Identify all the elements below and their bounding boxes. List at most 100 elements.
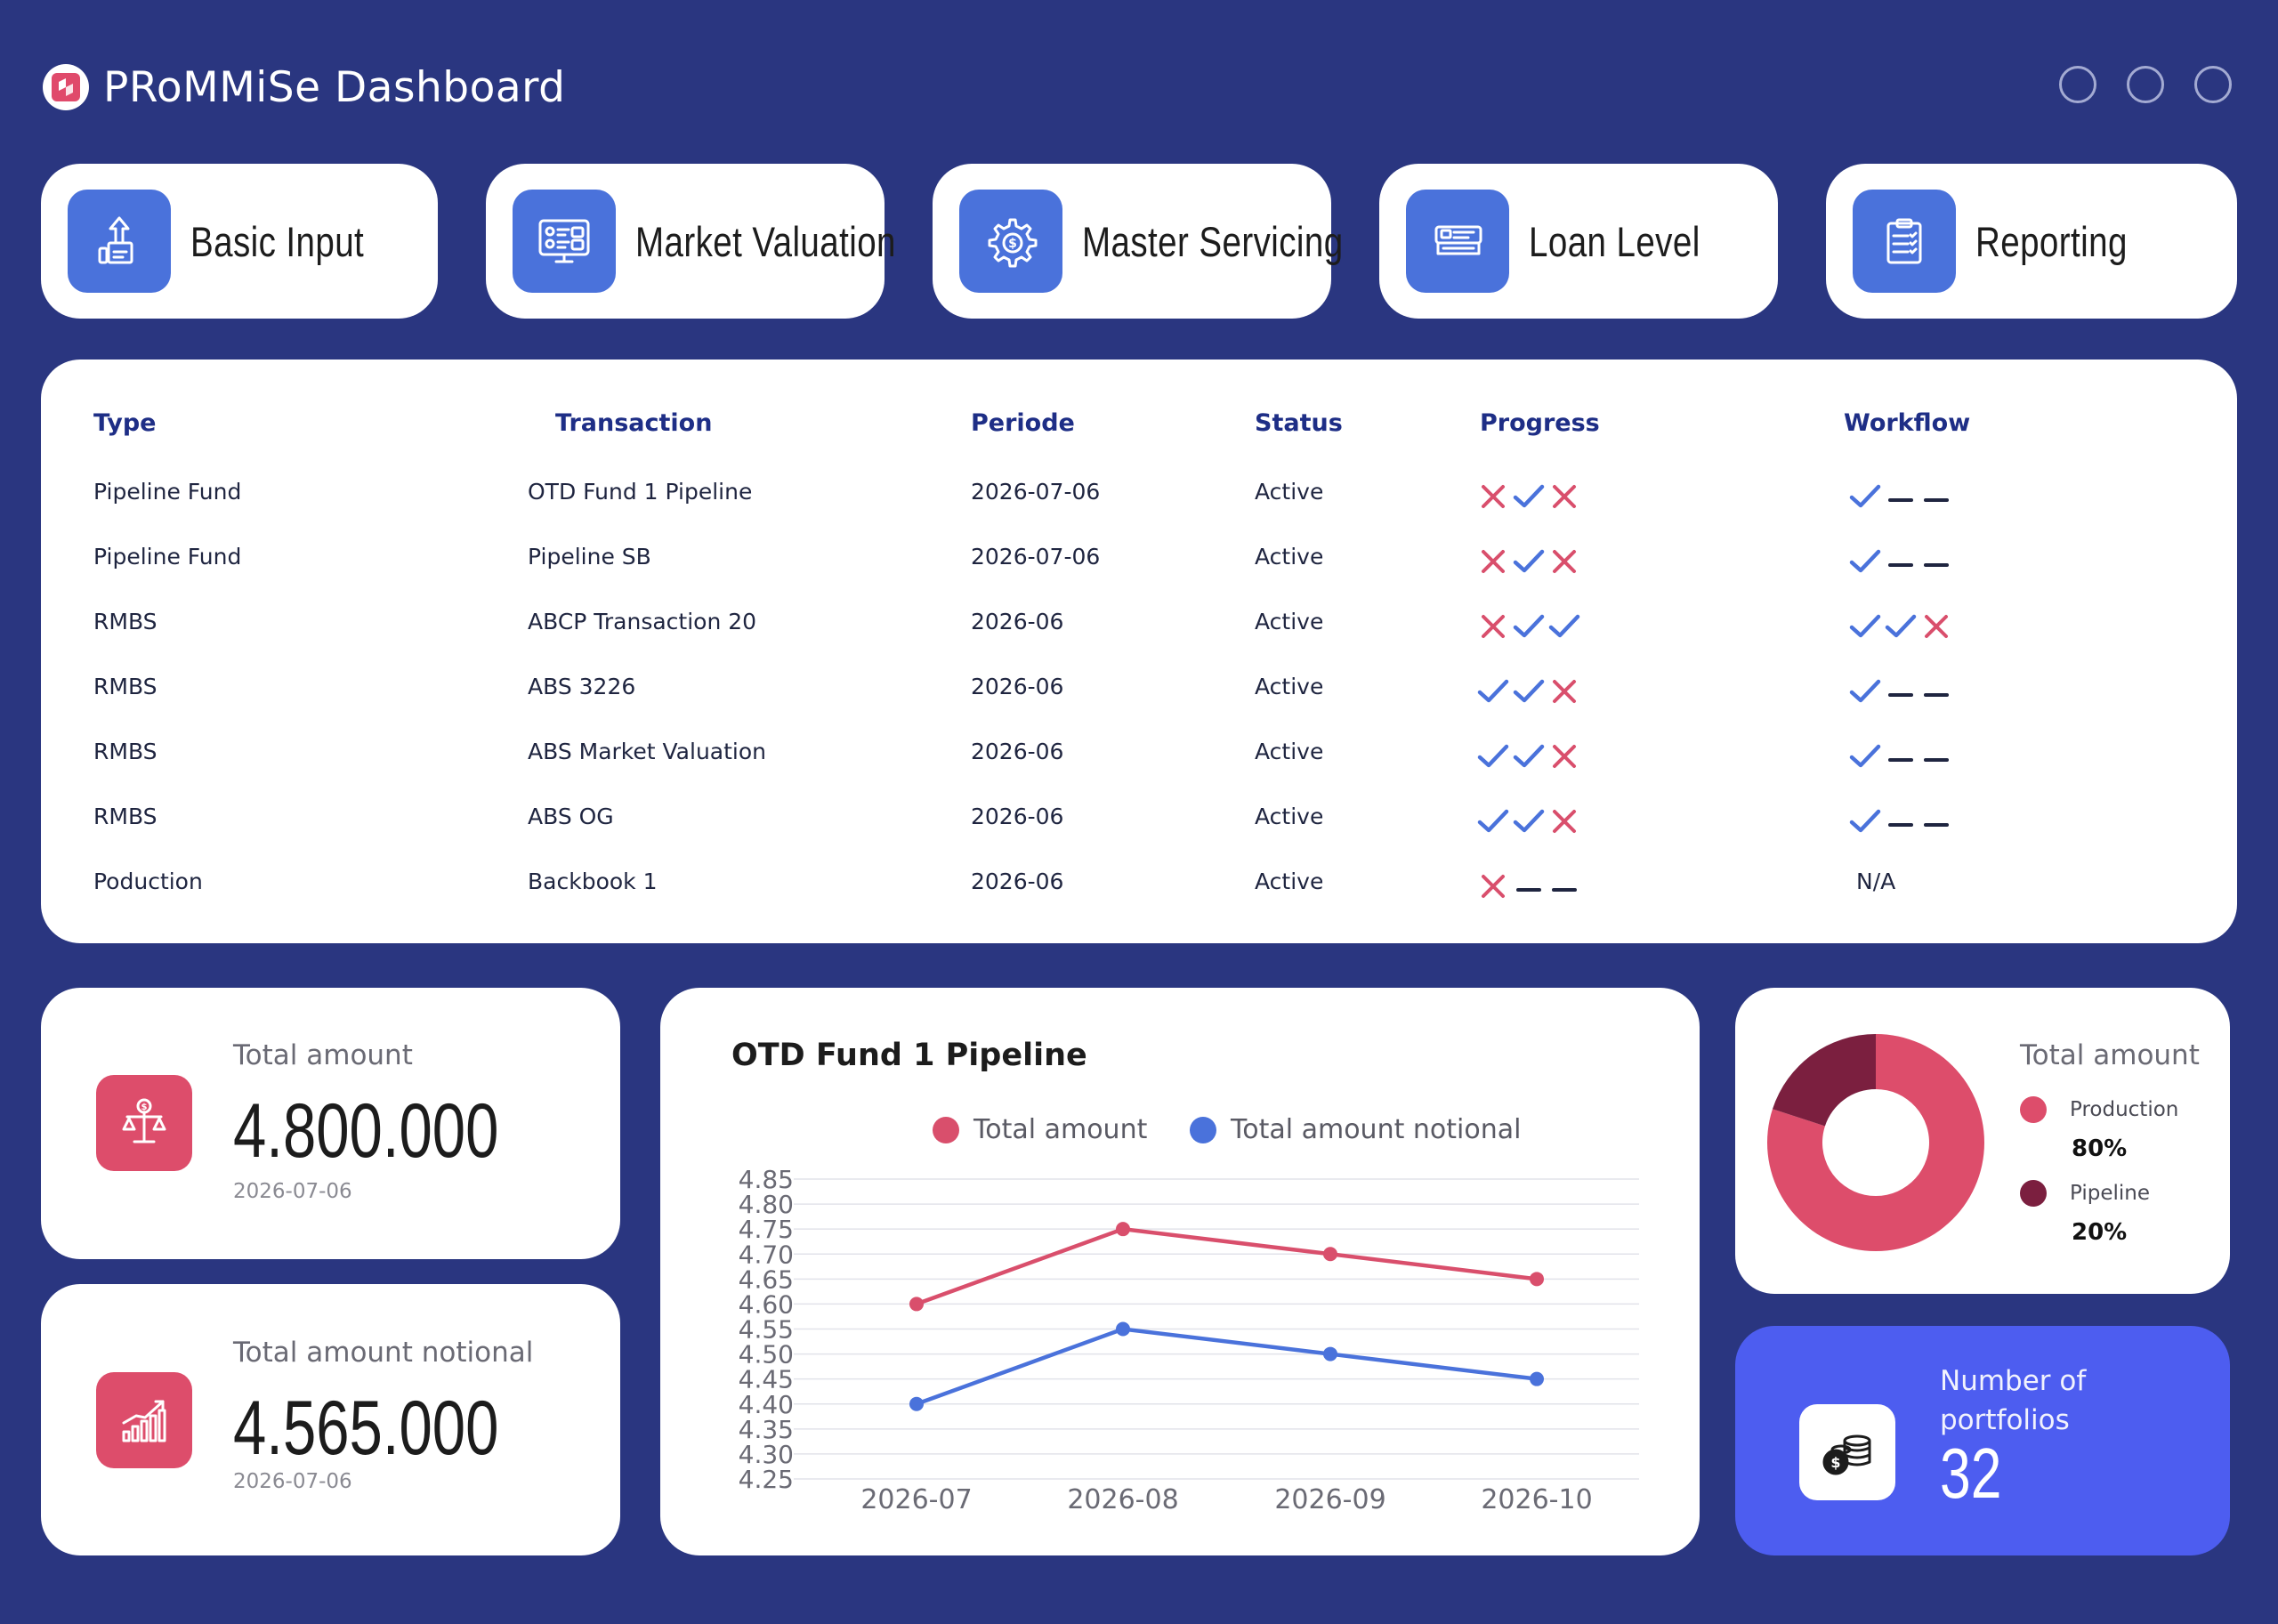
id-card-icon [1406,190,1509,293]
transactions-table [41,360,2237,943]
progress-indicators [1477,870,1580,902]
check-icon [1885,614,1917,638]
scale-dollar-icon: $ [96,1075,192,1171]
check-icon [1849,679,1881,703]
cell-periode: 2026-07-06 [971,544,1101,570]
progress-indicators [1477,481,1580,513]
kpi-value: 4.565.000 [233,1386,499,1471]
cell-status: Active [1255,804,1324,829]
progress-indicators [1477,740,1580,772]
cell-transaction[interactable]: Backbook 1 [528,869,658,894]
cross-icon [1482,875,1505,898]
y-tick-label: 4.45 [739,1365,794,1394]
donut-chart [1767,1034,1984,1251]
y-tick-label: 4.25 [739,1465,794,1494]
progress-indicators [1477,610,1580,642]
legend-dot [933,1116,959,1143]
nav-label: Market Valuation [635,217,896,265]
app-title: PRoMMiSe Dashboard [103,62,566,112]
donut-value-production: 80% [2072,1135,2128,1162]
legend-item-total-amount[interactable]: Total amount [933,1114,1147,1145]
y-tick-label: 4.70 [739,1240,794,1269]
cell-type: RMBS [93,739,158,764]
donut-title: Total amount [2020,1039,2200,1071]
progress-indicators [1477,545,1580,578]
cell-status: Active [1255,479,1324,505]
nav-label: Reporting [1975,217,2128,265]
cell-transaction[interactable]: OTD Fund 1 Pipeline [528,479,753,505]
dash-icon [1924,563,1949,567]
cell-status: Active [1255,609,1324,634]
nav-card-loan-level[interactable]: Loan Level [1379,164,1778,319]
workflow-indicators[interactable] [1849,675,1952,707]
cell-workflow: N/A [1856,869,1896,894]
nav-label: Master Servicing [1082,217,1344,265]
kpi-date: 2026-07-06 [233,1180,352,1203]
dash-icon [1924,498,1949,502]
cell-status: Active [1255,674,1324,699]
data-point[interactable] [1530,1272,1544,1287]
data-point[interactable] [1323,1346,1337,1361]
dashboard-screen-icon [513,190,616,293]
workflow-indicators[interactable] [1849,610,1952,642]
data-point[interactable] [909,1297,924,1312]
cross-icon [1925,615,1948,638]
check-icon [1849,744,1881,768]
donut-segment-pipeline[interactable] [1772,1034,1876,1127]
growth-chart-icon [96,1372,192,1468]
cross-icon [1482,485,1505,508]
nav-label: Loan Level [1529,217,1700,265]
header-status: Status [1255,409,1343,437]
donut-segment-production[interactable] [1767,1034,1984,1251]
x-tick-label: 2026-08 [1067,1484,1178,1515]
check-icon [1477,679,1509,703]
cell-transaction[interactable]: ABS 3226 [528,674,636,699]
y-tick-label: 4.30 [739,1440,794,1469]
y-tick-label: 4.85 [739,1165,794,1194]
legend-label: Total amount [973,1114,1148,1145]
nav-card-basic-input[interactable]: Basic Input [41,164,438,319]
minimize-button[interactable] [2059,66,2096,103]
workflow-indicators[interactable] [1849,740,1952,772]
data-point[interactable] [1530,1371,1544,1386]
title-bar: PRoMMiSe Dashboard [43,61,565,114]
nav-card-reporting[interactable]: Reporting [1826,164,2237,319]
cross-icon [1482,615,1505,638]
cell-status: Active [1255,739,1324,764]
legend-dot [2020,1180,2047,1207]
portfolios-card[interactable]: $ Number of portfolios 32 [1735,1326,2230,1555]
kpi-date: 2026-07-06 [233,1470,352,1493]
cell-type: RMBS [93,804,158,829]
legend-item-total-amount-notional[interactable]: Total amount notional [1190,1114,1521,1145]
donut-legend-production: Production [2020,1096,2178,1123]
check-icon [1513,614,1545,638]
workflow-indicators[interactable] [1849,481,1952,513]
cell-transaction[interactable]: ABS Market Valuation [528,739,766,764]
data-point[interactable] [909,1396,924,1411]
nav-card-market-valuation[interactable]: Market Valuation [486,164,895,319]
dash-icon [1924,693,1949,697]
y-tick-label: 4.75 [739,1215,794,1244]
app-logo-icon [43,64,89,110]
data-point[interactable] [1323,1247,1337,1262]
nav-card-master-servicing[interactable]: $ Master Servicing [933,164,1343,319]
workflow-indicators[interactable] [1849,545,1952,578]
data-point[interactable] [1116,1222,1130,1237]
svg-text:$: $ [1008,237,1017,251]
legend-label: Production [2070,1098,2179,1121]
cell-transaction[interactable]: Pipeline SB [528,544,651,570]
close-button[interactable] [2194,66,2232,103]
cell-transaction[interactable]: ABS OG [528,804,614,829]
portfolios-label: Number of portfolios [1940,1365,2087,1436]
workflow-indicators[interactable] [1849,805,1952,837]
cell-type: RMBS [93,674,158,699]
data-point[interactable] [1116,1321,1130,1337]
cell-periode: 2026-06 [971,804,1064,829]
cross-icon [1482,550,1505,573]
legend-dot [1190,1116,1216,1143]
dash-icon [1888,693,1913,697]
cross-icon [1553,745,1576,768]
maximize-button[interactable] [2127,66,2164,103]
cell-transaction[interactable]: ABCP Transaction 20 [528,609,757,634]
legend-label: Pipeline [2070,1182,2151,1205]
